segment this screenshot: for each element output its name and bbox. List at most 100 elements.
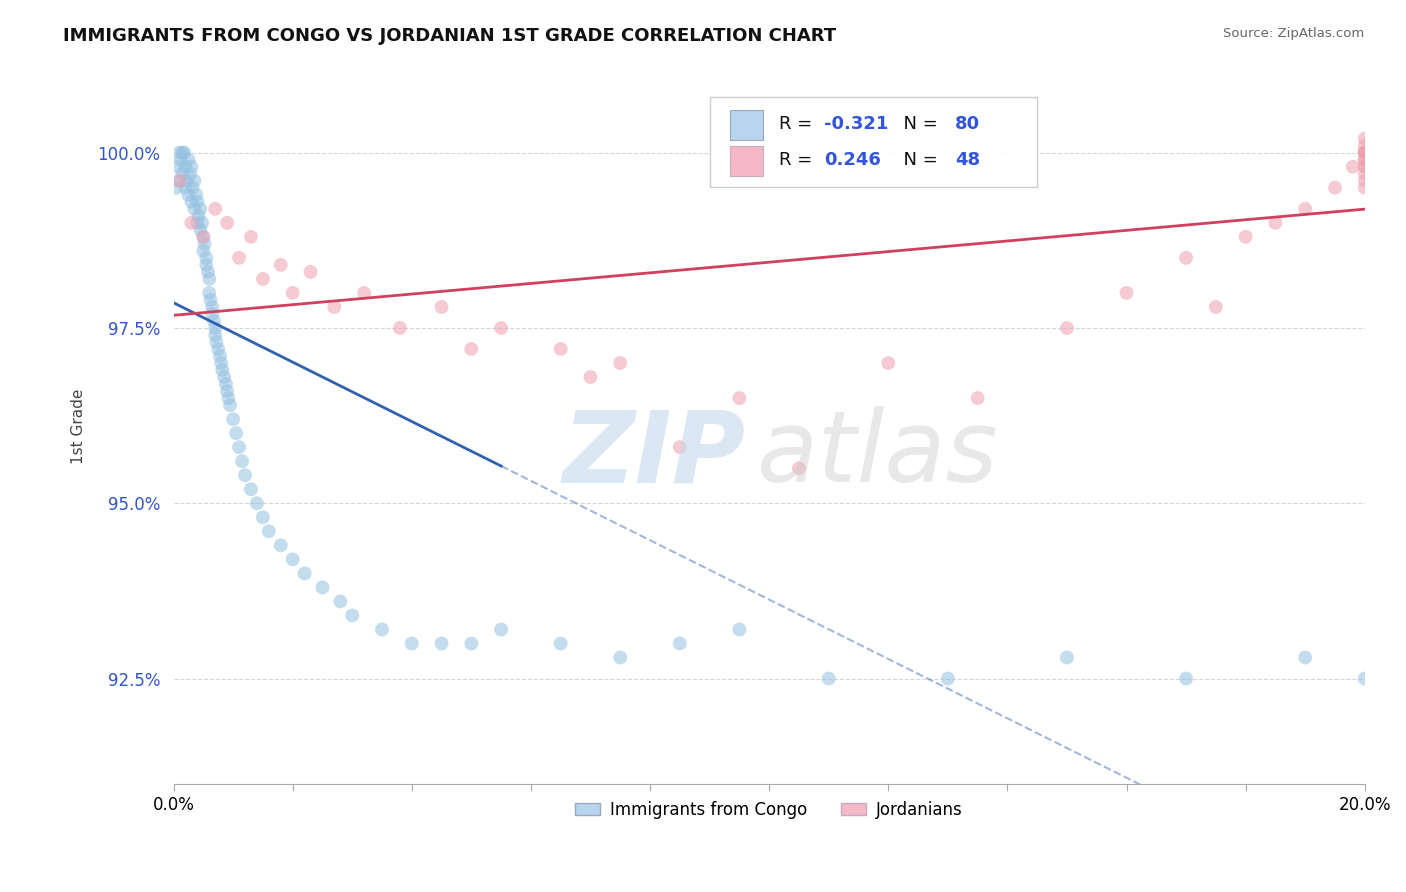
Point <box>1341 160 1364 174</box>
Point <box>460 342 482 356</box>
Point <box>609 650 631 665</box>
Point <box>179 167 201 181</box>
Point <box>388 321 411 335</box>
Point <box>311 581 333 595</box>
Point <box>204 321 226 335</box>
Point <box>270 258 292 272</box>
Point <box>728 623 751 637</box>
Point <box>281 552 304 566</box>
Point <box>170 153 193 167</box>
Y-axis label: 1st Grade: 1st Grade <box>72 388 86 464</box>
Point <box>198 285 221 300</box>
Point <box>579 370 602 384</box>
Point <box>342 608 364 623</box>
Point <box>193 236 215 251</box>
Point <box>167 160 190 174</box>
Point <box>1354 153 1376 167</box>
Point <box>966 391 988 405</box>
Point <box>174 160 197 174</box>
Point <box>550 636 572 650</box>
Point <box>669 440 692 454</box>
Point <box>205 334 228 349</box>
Point <box>197 265 219 279</box>
Point <box>353 285 375 300</box>
Text: 0.246: 0.246 <box>824 151 880 169</box>
Point <box>1294 202 1316 216</box>
Point <box>215 377 238 392</box>
Point <box>183 174 205 188</box>
Point <box>166 180 188 194</box>
Point <box>1354 174 1376 188</box>
Point <box>489 623 512 637</box>
Point <box>1294 650 1316 665</box>
Point <box>257 524 280 539</box>
Point <box>787 461 810 475</box>
Text: N =: N = <box>891 115 943 133</box>
Point <box>198 272 221 286</box>
Point <box>1354 160 1376 174</box>
Point <box>217 384 239 398</box>
FancyBboxPatch shape <box>730 145 763 176</box>
Point <box>208 349 231 363</box>
Point <box>1354 167 1376 181</box>
Point <box>186 194 208 209</box>
Text: -0.321: -0.321 <box>824 115 889 133</box>
Point <box>172 145 194 160</box>
Point <box>817 672 839 686</box>
Point <box>186 216 208 230</box>
Point <box>728 391 751 405</box>
Point <box>1354 145 1376 160</box>
Point <box>177 153 200 167</box>
Point <box>217 216 239 230</box>
Text: atlas: atlas <box>758 406 998 503</box>
Point <box>299 265 322 279</box>
Point <box>195 251 218 265</box>
Point <box>201 307 224 321</box>
Point <box>252 272 274 286</box>
Point <box>201 300 224 314</box>
Point <box>209 356 232 370</box>
Point <box>187 209 209 223</box>
Point <box>188 223 211 237</box>
Point <box>228 251 250 265</box>
Text: 80: 80 <box>955 115 980 133</box>
Point <box>1354 145 1376 160</box>
Point <box>1354 138 1376 153</box>
Point <box>180 216 202 230</box>
Point <box>188 202 211 216</box>
Point <box>323 300 346 314</box>
Point <box>1354 145 1376 160</box>
Point <box>1354 145 1376 160</box>
Text: N =: N = <box>891 151 943 169</box>
Point <box>936 672 959 686</box>
Point <box>1205 300 1227 314</box>
Point <box>177 187 200 202</box>
Point <box>219 398 242 412</box>
Text: 48: 48 <box>955 151 980 169</box>
Point <box>281 285 304 300</box>
Point <box>1056 650 1078 665</box>
Point <box>193 244 215 258</box>
Point <box>174 180 197 194</box>
Point <box>231 454 253 468</box>
Point <box>202 314 225 328</box>
Point <box>173 145 195 160</box>
Point <box>1354 145 1376 160</box>
Point <box>609 356 631 370</box>
FancyBboxPatch shape <box>730 110 763 140</box>
Point <box>294 566 316 581</box>
Point <box>1115 285 1137 300</box>
Text: IMMIGRANTS FROM CONGO VS JORDANIAN 1ST GRADE CORRELATION CHART: IMMIGRANTS FROM CONGO VS JORDANIAN 1ST G… <box>63 27 837 45</box>
Legend: Immigrants from Congo, Jordanians: Immigrants from Congo, Jordanians <box>569 794 970 825</box>
Point <box>1056 321 1078 335</box>
Point <box>1175 251 1198 265</box>
Point <box>200 293 222 307</box>
Point <box>180 194 202 209</box>
Text: R =: R = <box>779 151 818 169</box>
Point <box>270 538 292 552</box>
Point <box>225 426 247 441</box>
Text: Source: ZipAtlas.com: Source: ZipAtlas.com <box>1223 27 1364 40</box>
Point <box>193 229 215 244</box>
Point <box>204 202 226 216</box>
Point <box>240 482 263 496</box>
